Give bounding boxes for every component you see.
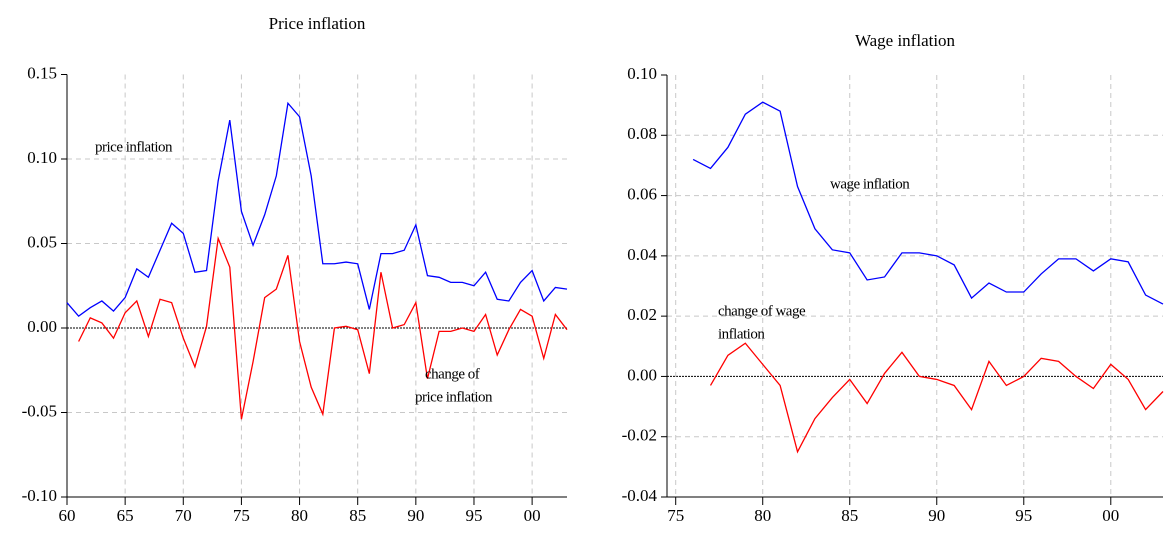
y-tick-label: 0.00 bbox=[627, 365, 657, 384]
y-tick-label: 0.15 bbox=[27, 63, 57, 82]
x-tick-label: 70 bbox=[175, 506, 192, 525]
x-tick-label: 85 bbox=[349, 506, 366, 525]
x-tick-label: 90 bbox=[928, 506, 945, 525]
annotation: price inflation bbox=[95, 139, 173, 155]
annotation: change of bbox=[425, 366, 480, 382]
series-line bbox=[78, 235, 568, 420]
x-tick-label: 00 bbox=[524, 506, 541, 525]
annotation: wage inflation bbox=[830, 176, 910, 192]
x-tick-label: 75 bbox=[667, 506, 684, 525]
y-tick-label: 0.06 bbox=[627, 184, 657, 203]
x-tick-label: 80 bbox=[754, 506, 771, 525]
y-tick-label: 0.00 bbox=[27, 317, 57, 336]
annotation: inflation bbox=[718, 326, 765, 342]
x-tick-label: 00 bbox=[1102, 506, 1119, 525]
x-tick-label: 80 bbox=[291, 506, 308, 525]
x-tick-label: 90 bbox=[407, 506, 424, 525]
series-line bbox=[66, 101, 568, 318]
annotation: change of wage bbox=[718, 303, 806, 319]
x-tick-label: 95 bbox=[1015, 506, 1032, 525]
series-line bbox=[692, 101, 1164, 305]
annotation: price inflation bbox=[415, 389, 493, 405]
x-tick-label: 85 bbox=[841, 506, 858, 525]
y-tick-label: 0.02 bbox=[627, 305, 657, 324]
x-tick-label: 75 bbox=[233, 506, 250, 525]
y-tick-label: -0.04 bbox=[622, 486, 658, 505]
x-tick-label: 65 bbox=[117, 506, 134, 525]
y-tick-label: 0.04 bbox=[627, 245, 657, 264]
chart-title: Wage inflation bbox=[855, 31, 956, 50]
y-tick-label: -0.05 bbox=[22, 401, 57, 420]
y-tick-label: 0.08 bbox=[627, 124, 657, 143]
y-tick-label: -0.10 bbox=[22, 486, 57, 505]
chart-title: Price inflation bbox=[269, 14, 366, 33]
y-tick-label: 0.10 bbox=[627, 64, 657, 83]
x-tick-label: 95 bbox=[465, 506, 482, 525]
x-tick-label: 60 bbox=[59, 506, 76, 525]
series-line bbox=[709, 342, 1164, 454]
y-tick-label: 0.05 bbox=[27, 232, 57, 251]
y-tick-label: -0.02 bbox=[622, 426, 657, 445]
y-tick-label: 0.10 bbox=[27, 148, 57, 167]
